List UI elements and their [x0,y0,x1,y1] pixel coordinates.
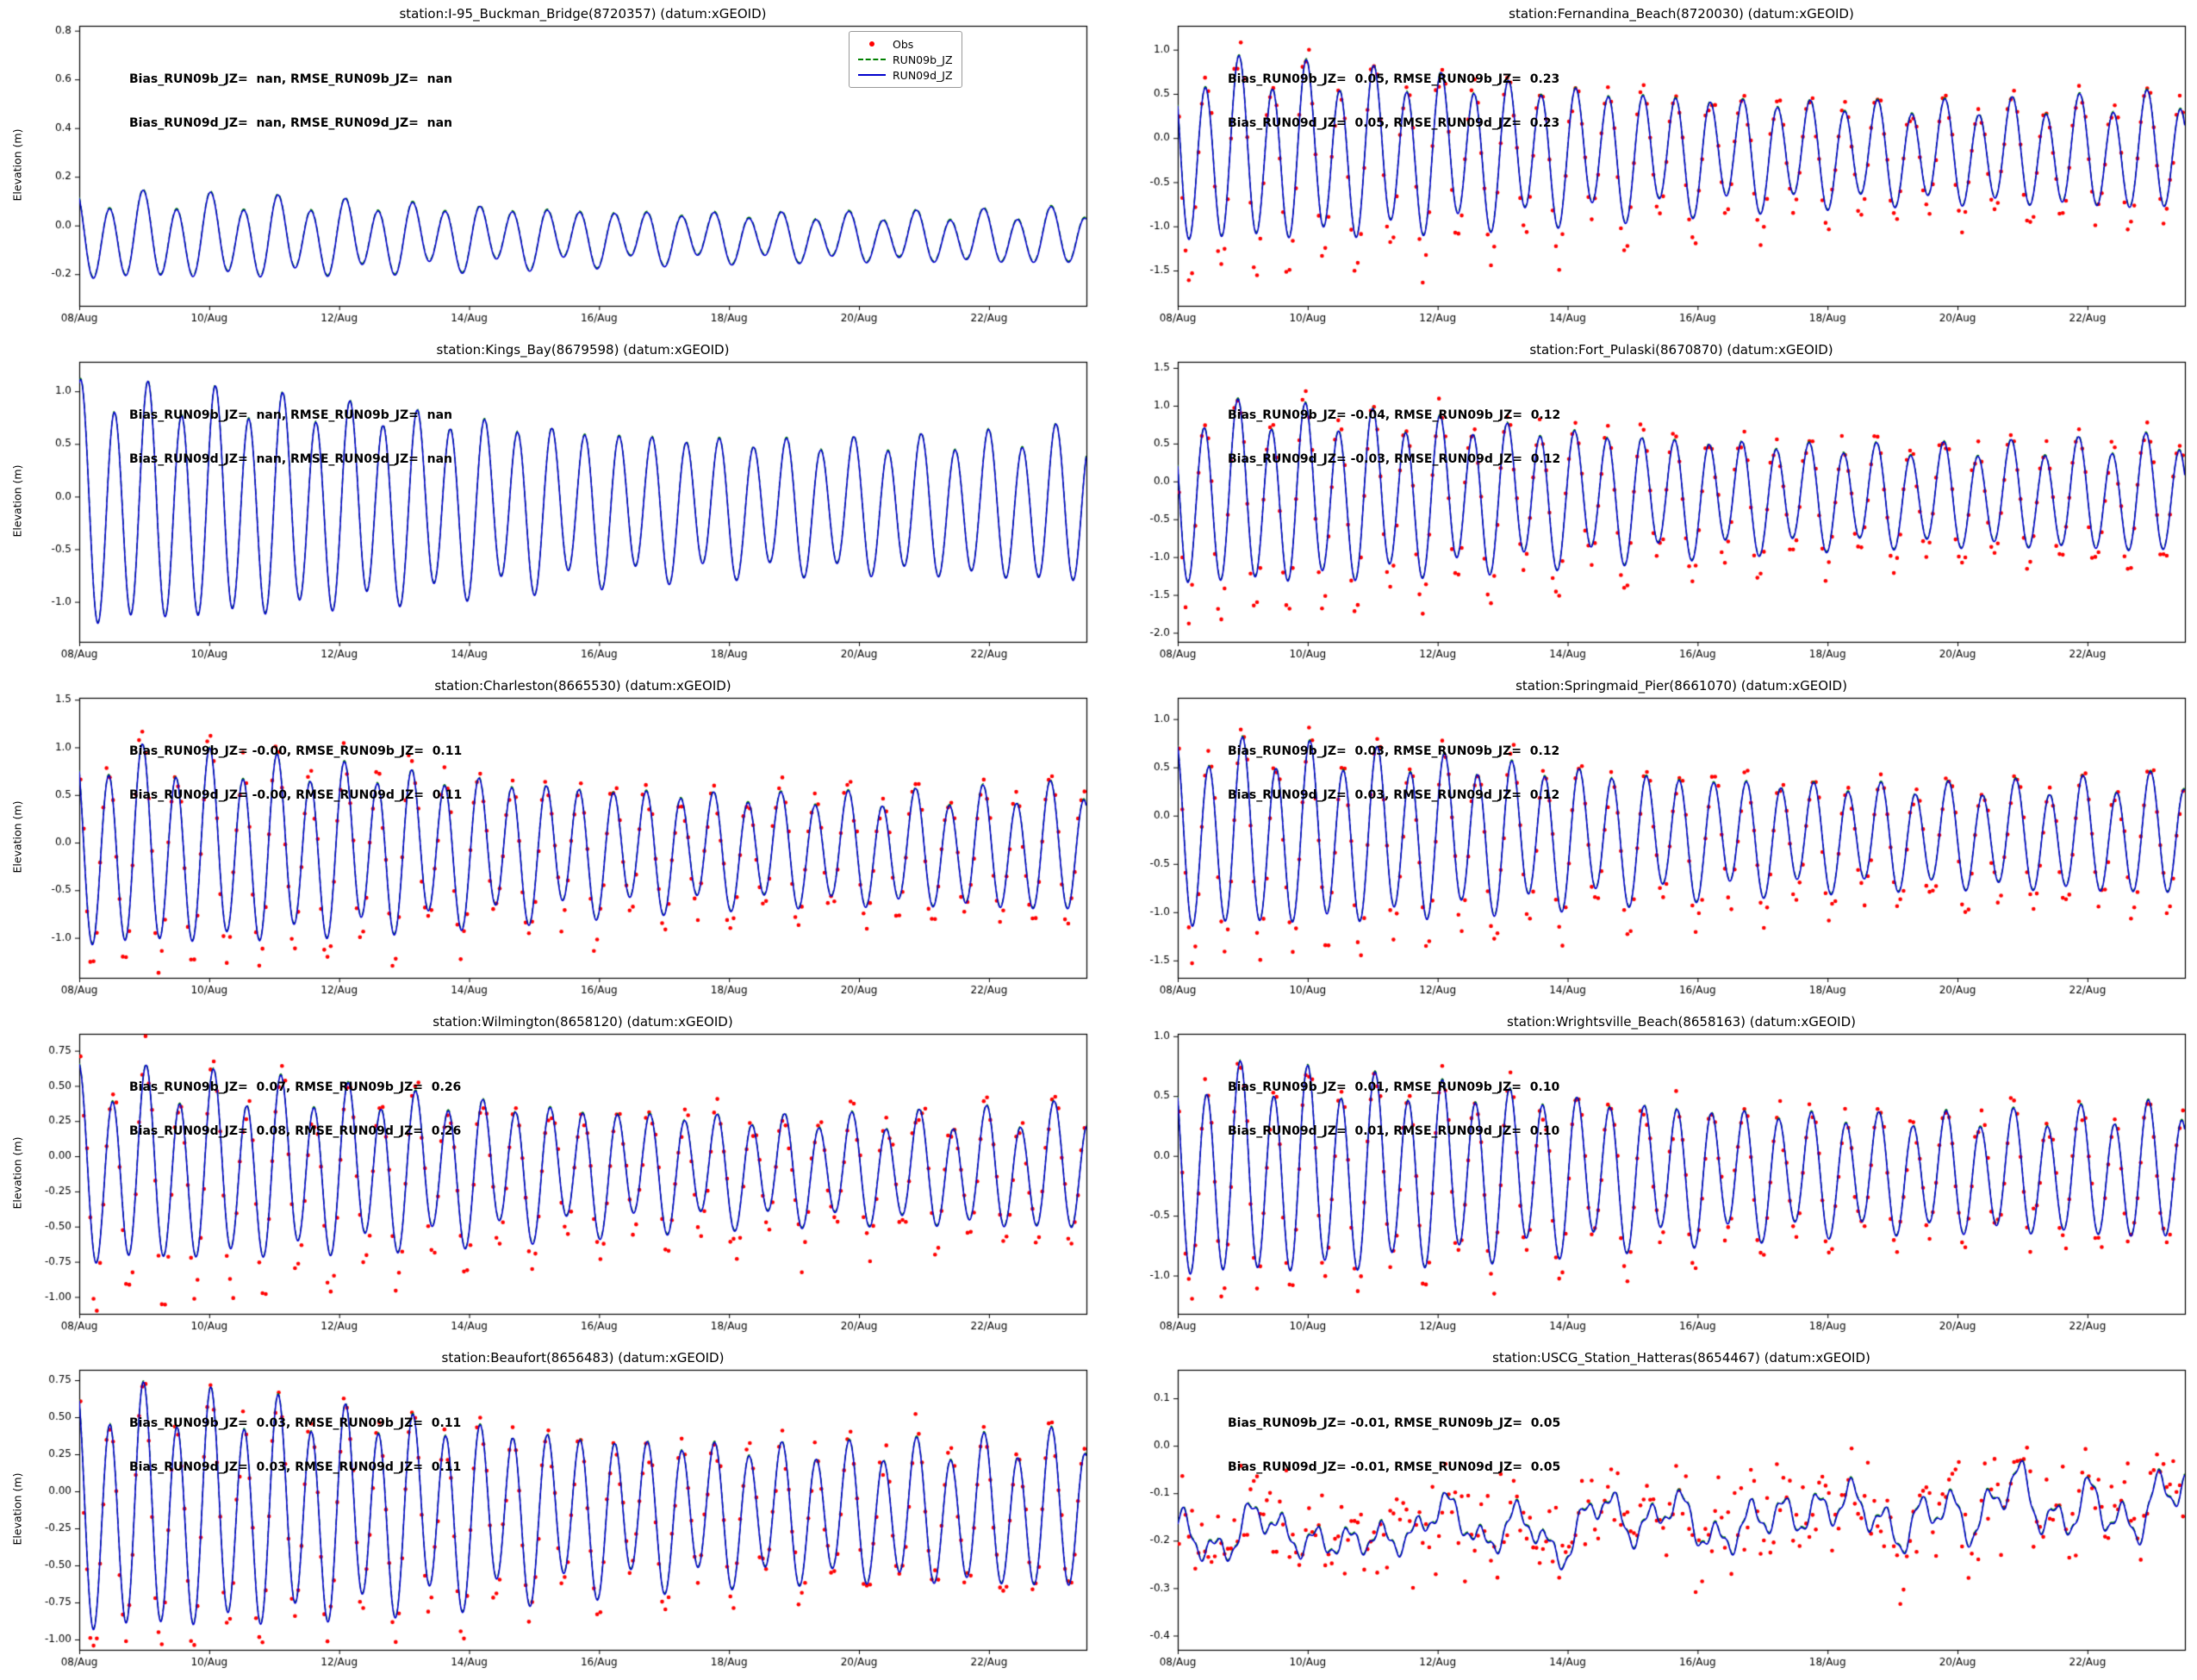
annotation-line: Bias_RUN09b_JZ= 0.07, RMSE_RUN09b_JZ= 0.… [129,1080,462,1094]
chart-cell-fort-pulaski: station:Fort_Pulaski(8670870) (datum:xGE… [1098,336,2197,672]
annotation-line: Bias_RUN09d_JZ= -0.03, RMSE_RUN09d_JZ= 0… [1228,452,1561,466]
legend-item-run09b: RUN09b_JZ [858,52,953,67]
chart-title: station:USCG_Station_Hatteras(8654467) (… [1492,1350,1870,1366]
bias-rmse-annotation: Bias_RUN09b_JZ= nan, RMSE_RUN09b_JZ= nan… [129,379,452,496]
chart-title: station:Wrightsville_Beach(8658163) (dat… [1507,1014,1856,1030]
annotation-line: Bias_RUN09d_JZ= 0.05, RMSE_RUN09d_JZ= 0.… [1228,116,1560,130]
annotation-line: Bias_RUN09b_JZ= -0.01, RMSE_RUN09b_JZ= 0… [1228,1416,1561,1430]
plot-canvas-beaufort [0,1344,1098,1680]
chart-title: station:Springmaid_Pier(8661070) (datum:… [1515,678,1847,694]
y-axis-label: Elevation (m) [10,1136,24,1210]
plot-canvas-fernandina-beach [1098,0,2197,336]
chart-title: station:Kings_Bay(8679598) (datum:xGEOID… [436,342,730,358]
annotation-line: Bias_RUN09b_JZ= 0.03, RMSE_RUN09b_JZ= 0.… [1228,744,1560,758]
chart-title: station:Fort_Pulaski(8670870) (datum:xGE… [1529,342,1833,358]
plot-canvas-wrightsville-beach [1098,1008,2197,1344]
plot-canvas-springmaid-pier [1098,672,2197,1008]
chart-title: station:Fernandina_Beach(8720030) (datum… [1509,6,1854,22]
annotation-line: Bias_RUN09d_JZ= 0.08, RMSE_RUN09d_JZ= 0.… [129,1124,462,1138]
legend-label-run09b: RUN09b_JZ [893,53,953,66]
chart-cell-beaufort: station:Beaufort(8656483) (datum:xGEOID)… [0,1344,1098,1680]
bias-rmse-annotation: Bias_RUN09b_JZ= -0.01, RMSE_RUN09b_JZ= 0… [1228,1387,1560,1504]
chart-title: station:Wilmington(8658120) (datum:xGEOI… [433,1014,733,1030]
chart-cell-wrightsville-beach: station:Wrightsville_Beach(8658163) (dat… [1098,1008,2197,1344]
bias-rmse-annotation: Bias_RUN09b_JZ= 0.05, RMSE_RUN09b_JZ= 0.… [1228,43,1559,160]
chart-cell-buckman-bridge: station:I-95_Buckman_Bridge(8720357) (da… [0,0,1098,336]
annotation-line: Bias_RUN09d_JZ= 0.03, RMSE_RUN09d_JZ= 0.… [1228,788,1560,802]
legend-label-run09d: RUN09d_JZ [893,68,953,82]
annotation-line: Bias_RUN09b_JZ= 0.03, RMSE_RUN09b_JZ= 0.… [129,1416,462,1430]
annotation-line: Bias_RUN09b_JZ= 0.01, RMSE_RUN09b_JZ= 0.… [1228,1080,1560,1094]
annotation-line: Bias_RUN09b_JZ= -0.00, RMSE_RUN09b_JZ= 0… [129,744,463,758]
obs-marker-icon [869,41,874,47]
annotation-line: Bias_RUN09d_JZ= -0.01, RMSE_RUN09d_JZ= 0… [1228,1460,1561,1474]
run09b-dashed-line-icon [858,59,886,60]
chart-cell-charleston: station:Charleston(8665530) (datum:xGEOI… [0,672,1098,1008]
annotation-line: Bias_RUN09d_JZ= 0.01, RMSE_RUN09d_JZ= 0.… [1228,1124,1560,1138]
annotation-line: Bias_RUN09b_JZ= nan, RMSE_RUN09b_JZ= nan [129,408,452,422]
chart-title: station:Charleston(8665530) (datum:xGEOI… [434,678,731,694]
plot-canvas-wilmington [0,1008,1098,1344]
chart-cell-kings-bay: station:Kings_Bay(8679598) (datum:xGEOID… [0,336,1098,672]
plot-canvas-uscg-station-hatteras [1098,1344,2197,1680]
chart-title: station:I-95_Buckman_Bridge(8720357) (da… [399,6,767,22]
annotation-line: Bias_RUN09d_JZ= nan, RMSE_RUN09d_JZ= nan [129,116,452,130]
y-axis-label: Elevation (m) [10,464,24,538]
annotation-line: Bias_RUN09b_JZ= nan, RMSE_RUN09b_JZ= nan [129,72,452,86]
annotation-line: Bias_RUN09d_JZ= -0.00, RMSE_RUN09d_JZ= 0… [129,788,463,802]
run09d-solid-line-icon [858,74,886,76]
plot-canvas-charleston [0,672,1098,1008]
bias-rmse-annotation: Bias_RUN09b_JZ= 0.07, RMSE_RUN09b_JZ= 0.… [129,1051,461,1168]
plot-canvas-kings-bay [0,336,1098,672]
legend-item-obs: Obs [858,36,953,52]
annotation-line: Bias_RUN09b_JZ= 0.05, RMSE_RUN09b_JZ= 0.… [1228,72,1560,86]
chart-cell-uscg-station-hatteras: station:USCG_Station_Hatteras(8654467) (… [1098,1344,2197,1680]
bias-rmse-annotation: Bias_RUN09b_JZ= nan, RMSE_RUN09b_JZ= nan… [129,43,452,160]
chart-title: station:Beaufort(8656483) (datum:xGEOID) [441,1350,725,1366]
plot-canvas-fort-pulaski [1098,336,2197,672]
annotation-line: Bias_RUN09d_JZ= 0.03, RMSE_RUN09d_JZ= 0.… [129,1460,462,1474]
chart-cell-wilmington: station:Wilmington(8658120) (datum:xGEOI… [0,1008,1098,1344]
legend-label-obs: Obs [893,37,914,51]
legend: Obs RUN09b_JZ RUN09d_JZ [849,31,962,88]
annotation-line: Bias_RUN09b_JZ= -0.04, RMSE_RUN09b_JZ= 0… [1228,408,1561,422]
bias-rmse-annotation: Bias_RUN09b_JZ= 0.01, RMSE_RUN09b_JZ= 0.… [1228,1051,1559,1168]
annotation-line: Bias_RUN09d_JZ= nan, RMSE_RUN09d_JZ= nan [129,452,452,466]
y-axis-label: Elevation (m) [10,800,24,874]
y-axis-label: Elevation (m) [10,1472,24,1546]
bias-rmse-annotation: Bias_RUN09b_JZ= 0.03, RMSE_RUN09b_JZ= 0.… [129,1387,461,1504]
chart-cell-springmaid-pier: station:Springmaid_Pier(8661070) (datum:… [1098,672,2197,1008]
y-axis-label: Elevation (m) [10,128,24,202]
legend-item-run09d: RUN09d_JZ [858,67,953,83]
bias-rmse-annotation: Bias_RUN09b_JZ= -0.04, RMSE_RUN09b_JZ= 0… [1228,379,1560,496]
bias-rmse-annotation: Bias_RUN09b_JZ= 0.03, RMSE_RUN09b_JZ= 0.… [1228,715,1559,832]
chart-cell-fernandina-beach: station:Fernandina_Beach(8720030) (datum… [1098,0,2197,336]
bias-rmse-annotation: Bias_RUN09b_JZ= -0.00, RMSE_RUN09b_JZ= 0… [129,715,462,832]
